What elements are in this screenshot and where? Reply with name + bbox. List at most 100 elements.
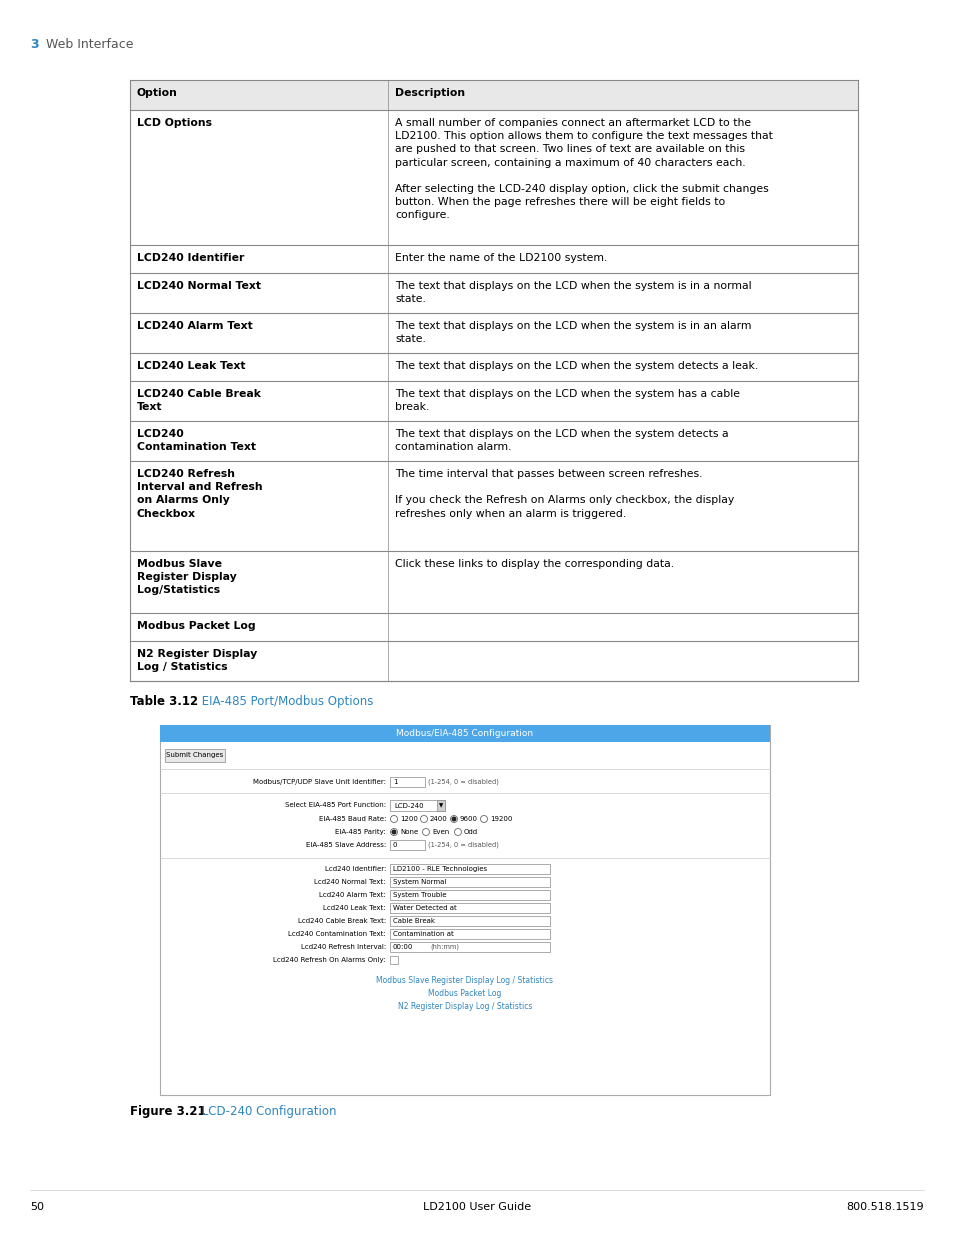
Bar: [390, 929, 550, 939]
Bar: [390, 777, 424, 787]
Text: LD2100 - RLE Technologies: LD2100 - RLE Technologies: [393, 866, 487, 872]
Text: Lcd240 Cable Break Text:: Lcd240 Cable Break Text:: [297, 918, 386, 924]
Bar: [130, 312, 857, 353]
Bar: [130, 613, 857, 641]
Text: Option: Option: [137, 88, 177, 98]
Text: Figure 3.21: Figure 3.21: [130, 1105, 206, 1118]
Bar: [390, 903, 550, 913]
Text: EIA-485 Slave Address:: EIA-485 Slave Address:: [305, 842, 386, 848]
Text: Select EIA-485 Port Function:: Select EIA-485 Port Function:: [285, 802, 386, 808]
Circle shape: [480, 815, 487, 823]
Bar: [130, 461, 857, 551]
Bar: [165, 748, 225, 762]
Text: Modbus/TCP/UDP Slave Unit Identifier:: Modbus/TCP/UDP Slave Unit Identifier:: [253, 779, 386, 785]
Text: Cable Break: Cable Break: [393, 918, 435, 924]
Bar: [390, 877, 550, 887]
Bar: [390, 956, 397, 965]
Text: LCD240 Alarm Text: LCD240 Alarm Text: [137, 321, 253, 331]
Text: LCD-240: LCD-240: [394, 803, 423, 809]
Bar: [436, 800, 444, 811]
Text: 00:00: 00:00: [393, 944, 413, 950]
Text: 800.518.1519: 800.518.1519: [845, 1202, 923, 1212]
Circle shape: [420, 815, 427, 823]
Text: N2 Register Display Log / Statistics: N2 Register Display Log / Statistics: [397, 1002, 532, 1011]
Text: Contamination at: Contamination at: [393, 931, 454, 937]
Text: Lcd240 Contamination Text:: Lcd240 Contamination Text:: [288, 931, 386, 937]
Text: LD2100 User Guide: LD2100 User Guide: [422, 1202, 531, 1212]
Text: The text that displays on the LCD when the system detects a
contamination alarm.: The text that displays on the LCD when t…: [395, 429, 728, 452]
Text: 19200: 19200: [490, 816, 512, 823]
Bar: [130, 353, 857, 382]
Circle shape: [454, 829, 461, 836]
Text: 1: 1: [393, 779, 397, 785]
Text: LCD Options: LCD Options: [137, 119, 212, 128]
Text: System Trouble: System Trouble: [393, 892, 446, 898]
Text: N2 Register Display
Log / Statistics: N2 Register Display Log / Statistics: [137, 650, 257, 672]
Text: LCD-240 Configuration: LCD-240 Configuration: [198, 1105, 336, 1118]
Text: 2400: 2400: [430, 816, 447, 823]
Text: LCD240 Identifier: LCD240 Identifier: [137, 253, 244, 263]
Text: 9600: 9600: [459, 816, 477, 823]
Text: Modbus Slave Register Display Log / Statistics: Modbus Slave Register Display Log / Stat…: [376, 976, 553, 986]
Bar: [130, 273, 857, 312]
Bar: [130, 551, 857, 613]
Bar: [390, 942, 550, 952]
Text: Even: Even: [432, 829, 449, 835]
Text: Modbus Slave
Register Display
Log/Statistics: Modbus Slave Register Display Log/Statis…: [137, 559, 236, 595]
Bar: [130, 382, 857, 421]
Text: Lcd240 Alarm Text:: Lcd240 Alarm Text:: [319, 892, 386, 898]
Text: LCD240 Cable Break
Text: LCD240 Cable Break Text: [137, 389, 260, 412]
Text: 3: 3: [30, 38, 38, 51]
Text: The text that displays on the LCD when the system is in an alarm
state.: The text that displays on the LCD when t…: [395, 321, 751, 345]
Bar: [130, 641, 857, 680]
Bar: [390, 864, 550, 874]
Text: System Normal: System Normal: [393, 879, 446, 885]
Bar: [160, 725, 769, 742]
Text: Modbus Packet Log: Modbus Packet Log: [428, 989, 501, 998]
Text: (1-254, 0 = disabled): (1-254, 0 = disabled): [428, 779, 498, 785]
Text: Water Detected at: Water Detected at: [393, 905, 456, 911]
Text: Description: Description: [395, 88, 465, 98]
Text: Modbus/EIA-485 Configuration: Modbus/EIA-485 Configuration: [396, 729, 533, 739]
Text: ▼: ▼: [438, 803, 442, 808]
Text: EIA-485 Port/Modbus Options: EIA-485 Port/Modbus Options: [198, 695, 373, 708]
Text: EIA-485 Baud Rate:: EIA-485 Baud Rate:: [318, 816, 386, 823]
Text: None: None: [399, 829, 417, 835]
Bar: [390, 840, 424, 850]
Text: Enter the name of the LD2100 system.: Enter the name of the LD2100 system.: [395, 253, 607, 263]
Text: EIA-485 Parity:: EIA-485 Parity:: [335, 829, 386, 835]
Text: LCD240 Normal Text: LCD240 Normal Text: [137, 282, 261, 291]
Text: LCD240 Leak Text: LCD240 Leak Text: [137, 361, 245, 370]
Text: Click these links to display the corresponding data.: Click these links to display the corresp…: [395, 559, 674, 569]
Text: Lcd240 Refresh Interval:: Lcd240 Refresh Interval:: [300, 944, 386, 950]
Text: Table 3.12: Table 3.12: [130, 695, 198, 708]
Text: Lcd240 Normal Text:: Lcd240 Normal Text:: [314, 879, 386, 885]
Text: 0: 0: [393, 842, 397, 848]
Circle shape: [390, 815, 397, 823]
Text: LCD240
Contamination Text: LCD240 Contamination Text: [137, 429, 255, 452]
Text: Lcd240 Refresh On Alarms Only:: Lcd240 Refresh On Alarms Only:: [274, 957, 386, 963]
Text: 50: 50: [30, 1202, 44, 1212]
Bar: [130, 110, 857, 245]
Text: Odd: Odd: [463, 829, 477, 835]
Circle shape: [452, 818, 456, 821]
Bar: [130, 80, 857, 110]
Text: LCD240 Refresh
Interval and Refresh
on Alarms Only
Checkbox: LCD240 Refresh Interval and Refresh on A…: [137, 469, 262, 519]
Circle shape: [450, 815, 457, 823]
Text: Modbus Packet Log: Modbus Packet Log: [137, 621, 255, 631]
Text: (1-254, 0 = disabled): (1-254, 0 = disabled): [428, 842, 498, 848]
Text: (hh:mm): (hh:mm): [430, 944, 458, 950]
Circle shape: [390, 829, 397, 836]
Bar: [390, 800, 444, 811]
Text: The text that displays on the LCD when the system has a cable
break.: The text that displays on the LCD when t…: [395, 389, 740, 412]
Bar: [130, 421, 857, 461]
Text: Lcd240 Leak Text:: Lcd240 Leak Text:: [323, 905, 386, 911]
Text: Web Interface: Web Interface: [46, 38, 133, 51]
Circle shape: [392, 830, 395, 834]
Text: A small number of companies connect an aftermarket LCD to the
LD2100. This optio: A small number of companies connect an a…: [395, 119, 772, 220]
Text: Lcd240 Identifier:: Lcd240 Identifier:: [324, 866, 386, 872]
Text: Submit Changes: Submit Changes: [166, 752, 223, 758]
Bar: [390, 916, 550, 926]
Text: The time interval that passes between screen refreshes.

If you check the Refres: The time interval that passes between sc…: [395, 469, 734, 519]
Text: The text that displays on the LCD when the system detects a leak.: The text that displays on the LCD when t…: [395, 361, 758, 370]
